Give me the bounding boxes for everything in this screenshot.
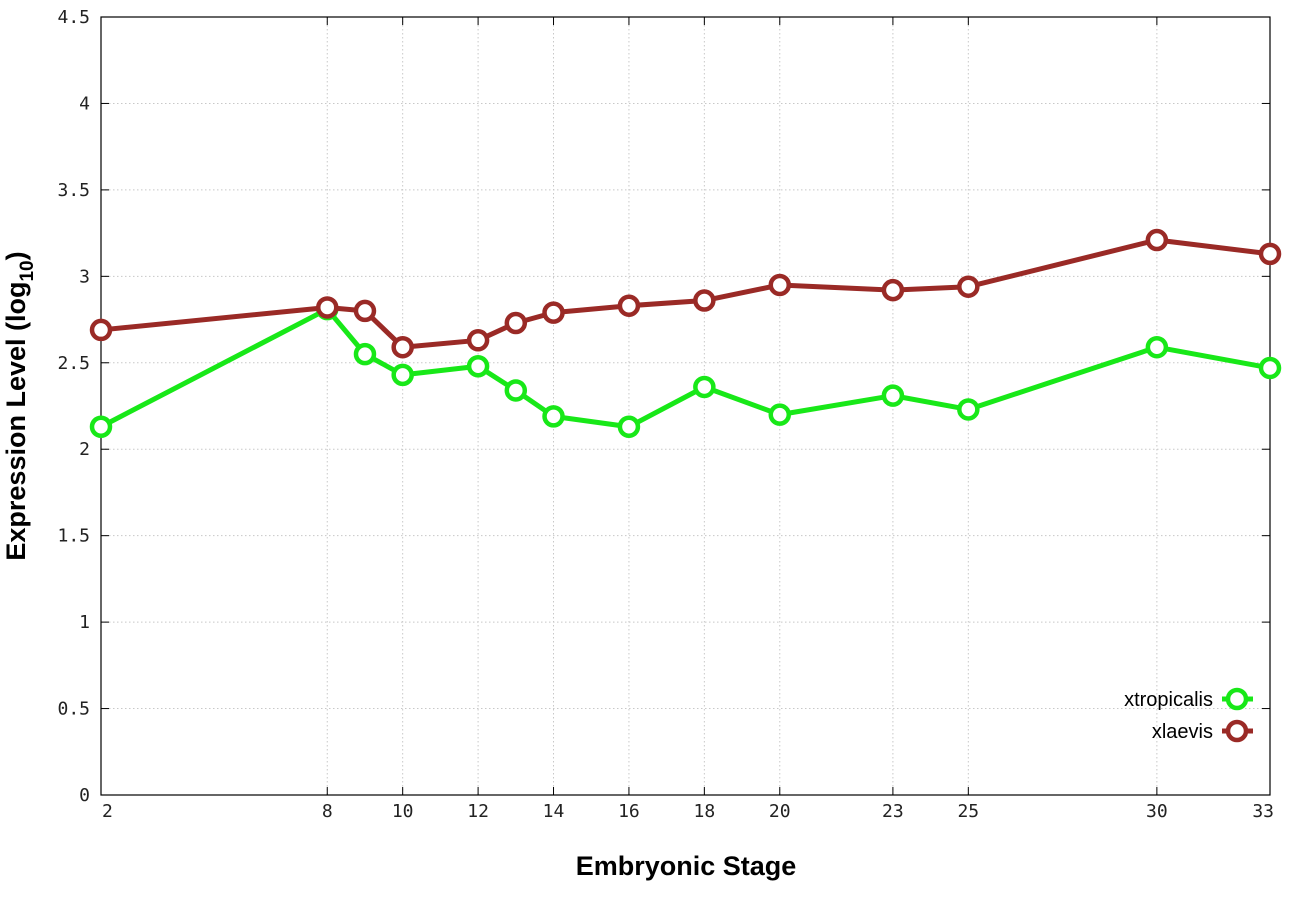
series-line [98, 306, 1273, 430]
x-tick-label: 18 [694, 801, 716, 822]
data-point [391, 363, 414, 387]
y-tick-label: 2 [79, 439, 90, 460]
data-point [1145, 228, 1169, 252]
x-tick-label: 30 [1146, 801, 1168, 822]
data-point [353, 342, 377, 366]
data-point [1258, 356, 1282, 380]
y-axis-title-close: ) [1, 251, 31, 260]
series-group [89, 228, 1282, 438]
data-point [1258, 242, 1282, 266]
data-point [881, 278, 905, 302]
data-point [89, 415, 113, 438]
y-tick-label: 1.5 [57, 526, 90, 547]
data-point [693, 289, 716, 312]
data-point [89, 318, 113, 342]
y-tick-label: 0.5 [57, 699, 90, 720]
data-point [957, 398, 980, 421]
y-tick-label: 4.5 [57, 7, 90, 28]
data-point [542, 301, 565, 324]
data-point [768, 273, 792, 297]
y-axis-title-subscript: 10 [17, 260, 38, 281]
x-axis-title: Embryonic Stage [576, 851, 797, 881]
legend-label: xtropicalis [1124, 689, 1213, 711]
series-xlaevis [89, 228, 1282, 359]
y-axis-title: Expression Level (log10) [1, 251, 38, 560]
y-tick-label: 3.5 [57, 180, 90, 201]
data-point [957, 275, 980, 298]
data-point [316, 296, 339, 319]
x-tick-label: 25 [957, 801, 979, 822]
y-axis-title-main: Expression Level (log [1, 282, 31, 561]
x-tick-label: 14 [543, 801, 565, 822]
legend-item-xlaevis: xlaevis [1152, 719, 1253, 743]
data-point [353, 299, 377, 323]
y-tick-label: 0 [79, 785, 90, 806]
x-tick-label: 33 [1252, 801, 1274, 822]
data-point [617, 294, 641, 317]
x-tick-label: 8 [322, 801, 333, 822]
data-point [391, 335, 414, 359]
y-tick-label: 3 [79, 266, 90, 287]
axis-ticks: 0 0.5 1 1.5 2 2.5 3 3.5 4 4.5 2 8 10 12 14 16 18 20 23 25 30… [57, 7, 1274, 822]
data-point [504, 379, 528, 402]
data-point [1145, 335, 1169, 359]
y-tick-label: 2.5 [57, 353, 90, 374]
legend: xtropicalis xlaevis [1124, 687, 1253, 743]
plot-frame [100, 16, 1271, 796]
x-tick-label: 2 [102, 801, 113, 822]
x-tick-label: 12 [467, 801, 489, 822]
data-point [693, 375, 716, 399]
data-point [504, 311, 528, 335]
data-point [466, 354, 490, 378]
data-point [466, 329, 490, 352]
x-tick-label: 20 [769, 801, 791, 822]
data-point [617, 415, 641, 438]
series-xtropicalis [89, 297, 1282, 438]
x-tick-label: 23 [882, 801, 904, 822]
data-point [542, 405, 565, 428]
y-tick-label: 4 [79, 93, 90, 114]
legend-item-xtropicalis: xtropicalis [1124, 687, 1253, 711]
series-line [98, 237, 1273, 350]
y-tick-label: 1 [79, 612, 90, 633]
grid [101, 17, 1270, 795]
legend-label: xlaevis [1152, 721, 1213, 743]
legend-marker [1225, 687, 1249, 711]
data-point [881, 384, 905, 407]
data-point [768, 403, 792, 426]
x-tick-label: 16 [618, 801, 640, 822]
legend-marker [1225, 719, 1249, 743]
x-tick-label: 10 [392, 801, 414, 822]
